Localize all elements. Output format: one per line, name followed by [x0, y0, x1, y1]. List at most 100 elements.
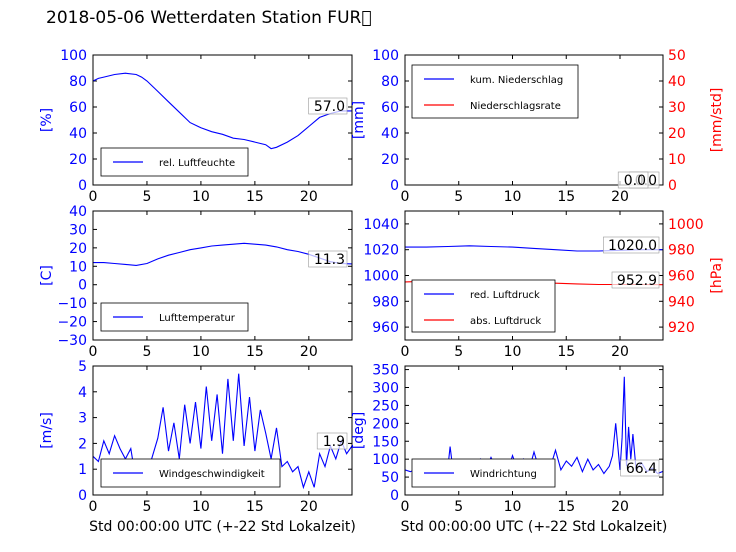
y-axis-label: [mm]	[351, 101, 367, 139]
x-tick-label: 0	[401, 189, 410, 205]
x-tick-label: 20	[611, 499, 629, 515]
y-tick-label: 50	[381, 470, 399, 486]
y-tick-label: 960	[372, 320, 399, 336]
x-tick-label: 0	[89, 344, 98, 360]
y-tick-label: 350	[372, 363, 399, 379]
x-tick-label: 0	[89, 499, 98, 515]
x-tick-label: 20	[300, 344, 318, 360]
x-tick-label: 0	[401, 344, 410, 360]
y-tick-label: 100	[372, 452, 399, 468]
y-tick-label: 1	[78, 462, 87, 478]
value-annotation: 0.0	[624, 173, 646, 189]
legend-label: abs. Luftdruck	[470, 316, 541, 327]
y-tick-label: 60	[381, 100, 399, 116]
x-tick-label: 0	[401, 499, 410, 515]
y-tick-label: 3	[78, 411, 87, 427]
legend-label: kum. Niederschlag	[470, 75, 563, 86]
plot-frame	[92, 210, 353, 341]
y-tick-label-right: 1000	[668, 217, 704, 233]
y-tick-label: 300	[372, 381, 399, 397]
x-tick-label: 15	[246, 344, 264, 360]
y-tick-label: 2	[78, 436, 87, 452]
y-tick-label: 150	[372, 434, 399, 450]
main-title: 2018-05-06 Wetterdaten Station FUR 	[46, 8, 372, 28]
chart-panel-3: 0 5 10 15 20 −30 −20 −10 0 10 20 30 40 [C] Lufttempera…	[39, 204, 353, 360]
y-tick-label: 0	[78, 178, 87, 194]
x-tick-label: 0	[89, 189, 98, 205]
x-tick-label: 5	[142, 189, 151, 205]
chart-panel-5: 0 5 10 15 20 0 1 2 3 4 5 [m/s] Std 00:00:00 UTC (+-2…	[39, 359, 356, 535]
y-tick-label: 80	[69, 74, 87, 90]
value-annotation: 11.3	[314, 252, 345, 268]
y-tick-label-right: 40	[668, 74, 686, 90]
x-tick-label: 10	[192, 344, 210, 360]
chart-panel-4: 0 5 10 15 20 960 980 1000 1020 1040 920 940 960 980 10…	[363, 210, 725, 360]
y-axis-label: [C]	[39, 265, 55, 286]
x-tick-label: 10	[504, 189, 522, 205]
y-tick-label-right: 10	[668, 152, 686, 168]
value-annotation: 57.0	[314, 99, 345, 115]
x-tick-label: 15	[557, 499, 575, 515]
y-tick-label: 1020	[363, 243, 399, 259]
y-tick-label: −30	[57, 333, 87, 349]
y-tick-label-right: 920	[668, 320, 695, 336]
x-tick-label: 10	[504, 344, 522, 360]
x-tick-label: 5	[142, 344, 151, 360]
y-tick-label: 4	[78, 385, 87, 401]
y-tick-label: 20	[69, 241, 87, 257]
legend-box	[411, 279, 556, 333]
x-axis-label: Std 00:00:00 UTC (+-22 Std Lokalzeit)	[401, 519, 668, 535]
y-tick-label: 80	[381, 74, 399, 90]
y-tick-label-right: 30	[668, 100, 686, 116]
x-tick-label: 10	[192, 189, 210, 205]
x-tick-label: 10	[504, 499, 522, 515]
x-tick-label: 20	[300, 499, 318, 515]
y-tick-label: −10	[57, 296, 87, 312]
chart-panel-2: 0 5 10 15 20 0 20 40 60 80 100 0 10 20 30 40 50 [mm] [mm/s…	[351, 48, 725, 205]
value-annotation: 1020.0	[608, 238, 657, 254]
y-axis-label: [%]	[39, 108, 55, 132]
y-tick-label: 0	[78, 278, 87, 294]
chart-panel-1: 0 5 10 15 20 0 20 40 60 80 100 [%] rel. Luftfeuchte 5…	[39, 48, 353, 205]
value-annotation-box	[611, 271, 660, 289]
y-tick-label: 1000	[363, 269, 399, 285]
y-tick-label: 30	[69, 222, 87, 238]
y-tick-label: 5	[78, 359, 87, 375]
legend-box	[411, 64, 579, 119]
value-annotation-box	[316, 432, 348, 450]
legend-label: Niederschlagsrate	[470, 101, 561, 112]
value-annotation-box	[620, 459, 660, 477]
plot-frame	[404, 210, 664, 341]
plot-frame	[404, 54, 664, 186]
y-tick-label-right: 0	[668, 178, 677, 194]
y-tick-label: −20	[57, 315, 87, 331]
y-tick-label: 250	[372, 398, 399, 414]
legend-label: Windrichtung	[470, 469, 537, 480]
legend-label: red. Luftdruck	[470, 290, 540, 301]
plot-frame	[92, 365, 353, 496]
y-tick-label: 40	[381, 126, 399, 142]
x-tick-label: 20	[611, 344, 629, 360]
legend-label: Windgeschwindigkeit	[159, 469, 265, 480]
x-axis-label: Std 00:00:00 UTC (+-22 Std Lokalzeit)	[89, 519, 356, 535]
y-tick-label: 20	[381, 152, 399, 168]
x-tick-label: 5	[454, 344, 463, 360]
value-annotation-box	[617, 171, 649, 189]
y-tick-label: 10	[69, 259, 87, 275]
y-axis-label: [m/s]	[39, 412, 55, 449]
x-tick-label: 15	[557, 344, 575, 360]
value-annotation: 1.9	[323, 434, 345, 450]
x-tick-label: 5	[142, 499, 151, 515]
y-tick-label: 0	[390, 488, 399, 504]
plot-frame	[404, 365, 664, 496]
value-annotation: 66.4	[626, 461, 657, 477]
x-tick-label: 10	[192, 499, 210, 515]
y-tick-label: 980	[372, 294, 399, 310]
y-tick-label-right: 960	[668, 269, 695, 285]
y-tick-label: 200	[372, 416, 399, 432]
y-tick-label: 40	[69, 204, 87, 220]
x-tick-label: 20	[300, 189, 318, 205]
value-annotation-box	[308, 97, 348, 115]
y-tick-label: 0	[78, 488, 87, 504]
